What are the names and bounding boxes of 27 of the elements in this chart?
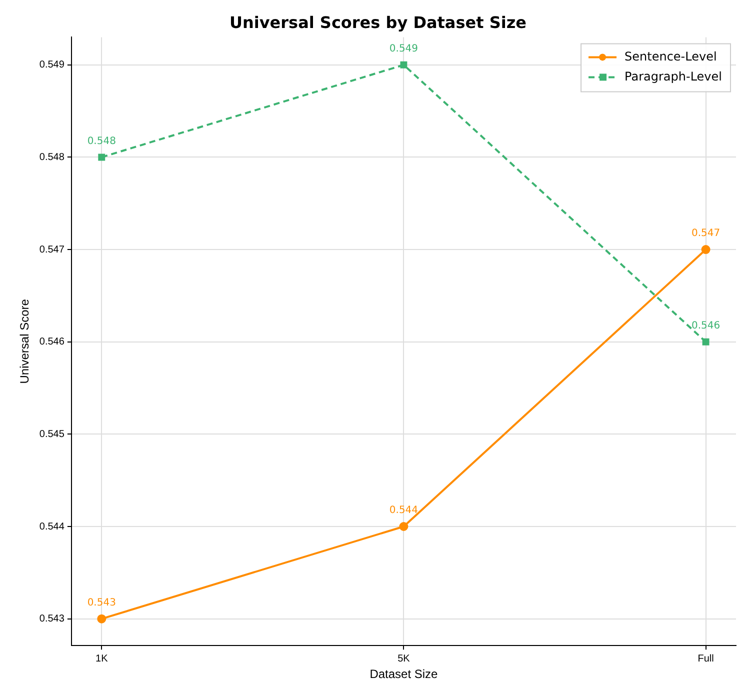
data-label: 0.549 bbox=[389, 43, 418, 54]
point bbox=[97, 614, 106, 624]
data-label: 0.544 bbox=[389, 505, 418, 516]
legend-label: Sentence-Level bbox=[624, 49, 717, 64]
data-label: 0.548 bbox=[87, 136, 116, 147]
point bbox=[400, 61, 408, 68]
x-tick-label: Full bbox=[698, 653, 714, 664]
y-tick-label: 0.544 bbox=[39, 521, 65, 532]
y-tick-label: 0.546 bbox=[39, 336, 65, 348]
legend-label: Paragraph-Level bbox=[624, 69, 722, 84]
x-tick-label: 1K bbox=[96, 653, 108, 664]
y-tick-label: 0.549 bbox=[39, 60, 65, 71]
y-tick-label: 0.545 bbox=[39, 428, 65, 440]
point bbox=[399, 522, 408, 532]
data-label: 0.547 bbox=[691, 228, 720, 240]
y-tick-label: 0.547 bbox=[39, 244, 65, 256]
x-axis-title: Dataset Size bbox=[370, 667, 438, 682]
point bbox=[702, 338, 710, 346]
point bbox=[98, 154, 106, 161]
x-tick-label: 5K bbox=[398, 653, 410, 664]
data-label: 0.543 bbox=[87, 597, 116, 608]
y-tick-label: 0.548 bbox=[39, 152, 65, 163]
y-axis-title: Universal Score bbox=[18, 298, 32, 384]
y-tick-label: 0.543 bbox=[39, 614, 65, 625]
point bbox=[701, 245, 710, 254]
data-label: 0.546 bbox=[691, 320, 720, 332]
chart-title: Universal Scores by Dataset Size bbox=[230, 12, 527, 32]
